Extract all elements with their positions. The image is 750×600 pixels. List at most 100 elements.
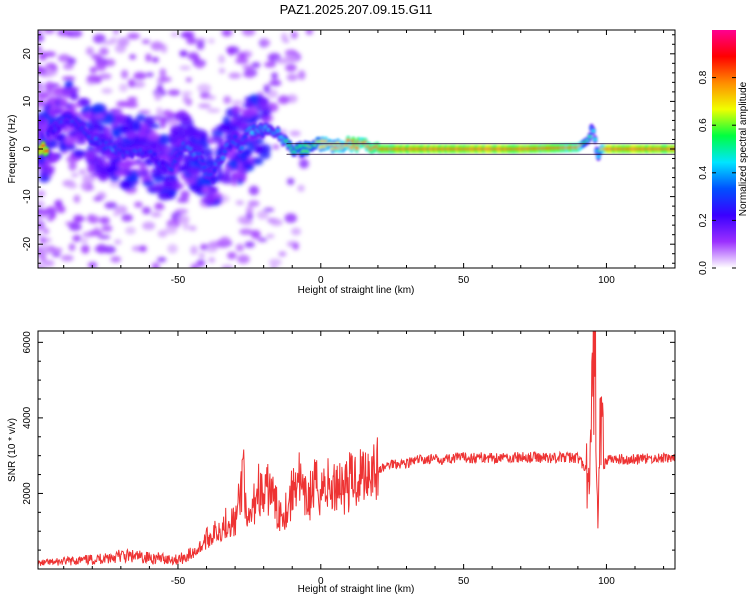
spectrogram-noise-blob: [161, 110, 173, 117]
spectrogram-noise-blob: [219, 236, 231, 246]
spectrogram-noise-blob: [62, 63, 74, 70]
spectrogram-cloud-blob: [259, 150, 271, 160]
spectrogram-chart: -50 0 50 100 -20 -10 0 10 20 Height of straight…: [7, 29, 676, 296]
spectrogram-noise-blob: [196, 40, 205, 50]
spectrogram-noise-blob: [134, 201, 143, 208]
spectrogram-cloud-blob: [52, 109, 65, 115]
snr-x-axis: -50 0 50 100: [63, 331, 665, 587]
spectrogram-noise-blob: [251, 61, 261, 69]
spectrogram-cloud-blob: [146, 132, 160, 141]
spectrogram-noise-blob: [87, 214, 100, 224]
spectrogram-noise-blob: [218, 68, 226, 74]
spectrogram-noise-blob: [281, 32, 288, 43]
spectrogram-noise-blob: [181, 91, 193, 96]
spectrogram-cloud-blob: [87, 163, 95, 174]
spectrogram-noise-blob: [206, 108, 221, 113]
spectrogram-noise-blob: [113, 206, 126, 213]
spectrogram-noise-blob: [118, 83, 128, 93]
spectrogram-cloud-blob: [114, 170, 126, 176]
spectrogram-cloud-blob: [213, 192, 223, 200]
spectrogram-noise-blob: [165, 225, 178, 235]
spectrogram-cloud-blob: [220, 122, 235, 130]
spectrogram-cloud-blob: [203, 158, 217, 168]
spectrogram-noise-blob: [101, 88, 113, 94]
spectrogram-noise-blob: [96, 243, 108, 254]
spectrogram-cloud-blob: [39, 169, 51, 176]
spectrogram-noise-blob: [187, 52, 199, 61]
spectrogram-noise-blob: [127, 78, 136, 88]
spectrogram-noise-blob: [57, 30, 71, 37]
spectrogram-noise-blob: [268, 258, 282, 266]
spectrogram-noise-blob: [237, 254, 250, 264]
spectrogram-noise-blob: [39, 236, 46, 245]
spectrogram-cloud-blob: [58, 97, 69, 109]
spectrogram-noise-blob: [231, 100, 245, 105]
spectrogram-cloud-blob: [77, 136, 87, 144]
spectrogram-noise-blob: [200, 243, 209, 251]
snr-x-label: Height of straight line (km): [298, 584, 415, 595]
spectrogram-noise-blob: [241, 30, 256, 37]
spectrogram-cloud-blob: [168, 135, 182, 142]
snr-y-label: SNR (10 * v/v): [7, 418, 18, 482]
spectrogram-cloud-blob: [85, 150, 96, 161]
spectrogram-noise-blob: [185, 77, 192, 83]
spectrogram-ridge-cell: [152, 152, 157, 157]
spectrogram-cloud-blob: [139, 162, 146, 172]
spectrogram-noise-blob: [286, 177, 295, 185]
spectrogram-cloud-blob: [81, 112, 93, 119]
spectrogram-cloud-blob: [91, 103, 106, 115]
spectrogram-noise-blob: [179, 32, 193, 38]
spectrogram-noise-blob: [120, 69, 129, 80]
figure-title: PAZ1.2025.207.09.15.G11: [280, 2, 433, 17]
spectrogram-cloud-blob: [157, 134, 171, 146]
colorbar-tick-label: 0.8: [698, 70, 709, 84]
spectrogram-ridge-cell: [40, 143, 46, 148]
spectrogram-y-tick-label: -10: [22, 189, 33, 204]
snr-y-tick-label: 2000: [22, 482, 33, 505]
spectrogram-noise-blob: [146, 72, 154, 78]
spectrogram-noise-blob: [98, 73, 112, 80]
spectrogram-cloud-blob: [131, 121, 142, 132]
spectrogram-noise-blob: [129, 54, 137, 60]
spectrogram-noise-blob: [264, 61, 277, 68]
spectrogram-cloud-blob: [49, 139, 57, 148]
spectrogram-cloud-blob: [201, 147, 213, 159]
spectrogram-noise-blob: [263, 207, 275, 212]
spectrogram-cloud-blob: [207, 186, 219, 193]
spectrogram-noise-blob: [228, 72, 242, 79]
spectrogram-noise-blob: [179, 50, 188, 56]
spectrogram-noise-blob: [208, 257, 216, 263]
snr-series-line: [38, 331, 675, 567]
colorbar-ticks: 0.0 0.2 0.4 0.6 0.8: [698, 70, 736, 275]
spectrogram-noise-blob: [133, 71, 147, 80]
spectrogram-noise-blob: [52, 83, 60, 88]
spectrogram-noise-blob: [68, 222, 82, 232]
spectrogram-noise-blob: [265, 234, 275, 239]
spectrogram-noise-blob: [126, 32, 140, 40]
spectrogram-ridge-cell: [592, 137, 598, 142]
spectrogram-noise-blob: [49, 212, 57, 219]
spectrogram-noise-blob: [190, 245, 198, 255]
spectrogram-cloud-blob: [239, 153, 248, 162]
spectrogram-noise-blob: [207, 241, 222, 249]
spectrogram-noise-blob: [285, 63, 297, 72]
spectrogram-noise-blob: [159, 68, 167, 78]
colorbar-gradient: [712, 30, 736, 268]
spectrogram-y-label: Frequency (Hz): [7, 115, 18, 184]
colorbar: 0.0 0.2 0.4 0.6 0.8 Normalized spectral ampl…: [698, 30, 749, 275]
spectrogram-noise-blob: [88, 229, 103, 237]
spectrogram-noise-blob: [101, 40, 115, 45]
spectrogram-cloud-blob: [86, 145, 95, 151]
spectrogram-x-label: Height of straight line (km): [298, 285, 415, 296]
spectrogram-cloud-blob: [105, 164, 118, 173]
spectrogram-noise-blob: [43, 259, 55, 267]
spectrogram-cloud-blob: [79, 98, 91, 106]
spectrogram-noise-blob: [196, 259, 206, 267]
spectrogram-cloud-blob: [227, 159, 239, 168]
snr-plot-area: [38, 331, 675, 569]
spectrogram-cloud-blob: [136, 131, 148, 138]
spectrogram-cloud-blob: [119, 124, 130, 133]
spectrogram-noise-blob: [167, 89, 181, 96]
spectrogram-noise-blob: [141, 206, 152, 215]
snr-x-tick-label: -50: [171, 576, 186, 587]
